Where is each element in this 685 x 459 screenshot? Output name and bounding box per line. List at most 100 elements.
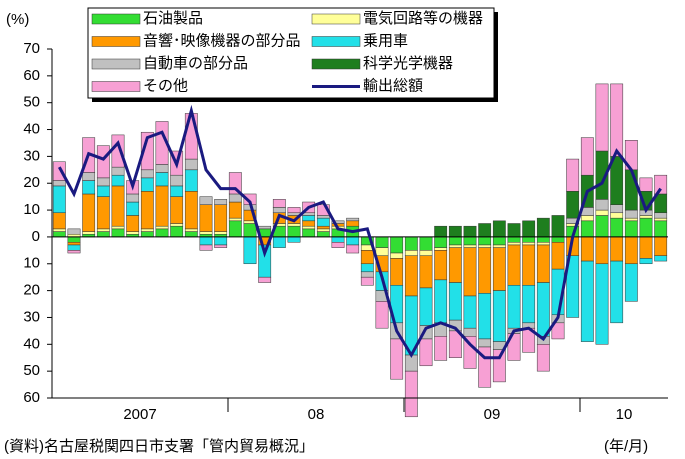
legend-swatch [311, 58, 361, 70]
bar [258, 276, 272, 283]
bar [258, 225, 272, 230]
bar [346, 220, 360, 227]
bar [463, 225, 477, 238]
bar [390, 252, 404, 259]
x-tick-label: 08 [308, 406, 325, 423]
bar [243, 223, 257, 238]
bar [96, 228, 110, 232]
bar [654, 217, 668, 222]
bar [434, 279, 448, 324]
y-tick-label: 20 [23, 174, 40, 191]
bar [566, 158, 580, 192]
bar [654, 212, 668, 219]
bar [184, 158, 198, 171]
legend-swatch [91, 81, 141, 92]
bar [316, 231, 330, 238]
bar [302, 225, 316, 230]
legend-swatch [91, 36, 141, 47]
bar [375, 247, 389, 256]
legend-swatch [91, 13, 141, 25]
bar [522, 236, 536, 243]
bar [595, 236, 609, 265]
bar [536, 282, 550, 337]
bar [448, 236, 462, 246]
bar [52, 185, 66, 214]
bar [140, 169, 154, 179]
bar [522, 244, 536, 286]
bar [478, 236, 492, 246]
bar [287, 236, 301, 243]
bar [639, 236, 653, 259]
source-note: (資料)名古屋税関四日市支署「管内貿易概況」 [4, 438, 314, 455]
bar [580, 260, 594, 342]
bar [243, 236, 257, 265]
bar [566, 191, 580, 219]
bar [610, 260, 624, 324]
bar [214, 236, 228, 246]
bar [610, 212, 624, 219]
bar [67, 244, 81, 251]
bar [111, 174, 125, 187]
bar [580, 215, 594, 222]
legend-box [87, 7, 495, 99]
bar [434, 336, 448, 361]
bar [82, 172, 96, 181]
y-tick-label: 10 [23, 201, 40, 218]
bar [434, 250, 448, 281]
bar [155, 172, 169, 187]
bar [184, 191, 198, 230]
bar [155, 228, 169, 238]
bar [82, 193, 96, 232]
bar [287, 225, 301, 238]
bar [199, 244, 213, 251]
bar [170, 196, 184, 224]
bar [170, 185, 184, 197]
bar [316, 228, 330, 232]
bar [478, 244, 492, 248]
bar [302, 228, 316, 238]
bar [52, 228, 66, 232]
bar [448, 282, 462, 321]
bar [170, 225, 184, 238]
y-tick-label: 50 [23, 362, 40, 379]
bar [492, 247, 506, 291]
bar [419, 255, 433, 289]
bar [316, 225, 330, 230]
bar [419, 236, 433, 251]
bar [610, 204, 624, 214]
bar [463, 247, 477, 297]
bar [404, 370, 418, 418]
bar [375, 236, 389, 248]
bar [390, 258, 404, 286]
bar [536, 236, 550, 243]
bar [419, 338, 433, 367]
bar [302, 215, 316, 222]
bar [610, 236, 624, 262]
bar [52, 212, 66, 230]
y-tick-label: 20 [23, 282, 40, 299]
bar [111, 185, 125, 227]
y-tick-label: 40 [23, 335, 40, 352]
bar [639, 215, 653, 219]
bar [67, 250, 81, 254]
bar [624, 236, 638, 265]
bar [448, 244, 462, 248]
y-tick-label: 10 [23, 255, 40, 272]
bar [448, 247, 462, 283]
bar [610, 217, 624, 238]
bar [610, 83, 624, 157]
y-tick-label: 30 [23, 147, 40, 164]
bar [375, 301, 389, 329]
bar [624, 220, 638, 238]
bar [654, 220, 668, 238]
bar [52, 231, 66, 238]
bar [111, 225, 125, 230]
bar [82, 231, 96, 235]
bar [580, 236, 594, 262]
bar [536, 242, 550, 246]
bar [595, 209, 609, 216]
bar [126, 193, 140, 203]
bar [419, 287, 433, 326]
bar [96, 145, 110, 179]
